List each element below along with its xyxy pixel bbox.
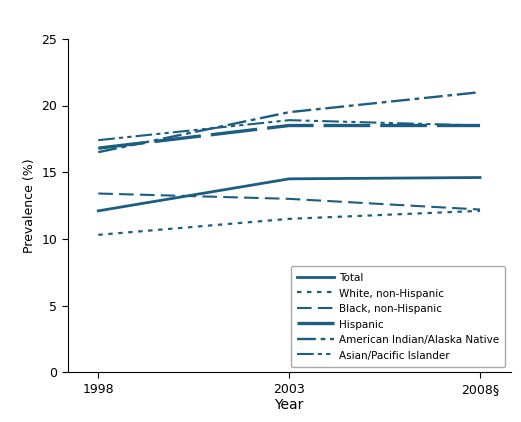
Y-axis label: Prevalence (%): Prevalence (%) xyxy=(23,158,36,253)
Text: Medscape: Medscape xyxy=(13,11,106,27)
Text: Source: MMWR © 2009 Centers for Disease Control and Prevention (CDC): Source: MMWR © 2009 Centers for Disease … xyxy=(80,403,441,413)
Legend: Total, White, non-Hispanic, Black, non-Hispanic, Hispanic, American Indian/Alask: Total, White, non-Hispanic, Black, non-H… xyxy=(291,266,505,367)
X-axis label: Year: Year xyxy=(275,398,304,412)
